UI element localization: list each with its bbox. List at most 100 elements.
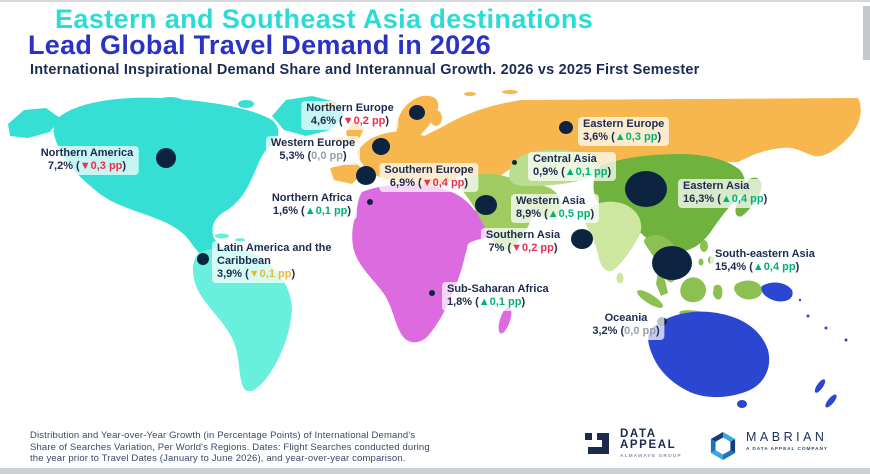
ui-artifact-right	[863, 6, 870, 60]
region-name: Latin America and the Caribbean	[217, 242, 332, 267]
region-stat-paren: )	[291, 268, 296, 280]
region-share: 1,8% (	[447, 296, 479, 308]
data-appeal-logo-sub: ALMAWAVE GROUP	[620, 454, 682, 459]
region-dot-south-eastern-asia	[652, 246, 692, 280]
mabrian-logo: MABRIAN A DATA APPEAL COMPANY	[708, 430, 828, 461]
region-change: ▲0,4 pp	[752, 261, 796, 273]
region-label-western-asia: Western Asia 8,9% (▲0,5 pp)	[511, 194, 600, 223]
region-label-oceania: Oceania 3,2% (0,0 pp)	[587, 311, 665, 340]
data-appeal-logo-icon	[585, 433, 609, 454]
footer-note: Distribution and Year-over-Year Growth (…	[30, 430, 430, 465]
region-stat: 0,9% (▲0,1 pp)	[533, 166, 611, 179]
footer-note-line: Distribution and Year-over-Year Growth (…	[30, 430, 416, 441]
region-label-southern-asia: Southern Asia 7% (▼0,2 pp)	[480, 228, 566, 257]
region-share: 1,6% (	[272, 205, 305, 217]
region-share: 6,9% (	[389, 177, 422, 189]
footer-note-line: Share of Searches Variation, Per World's…	[30, 441, 430, 453]
region-change: 0,0 pp	[624, 325, 656, 337]
region-name: Northern America	[40, 147, 134, 159]
region-change: ▲0,1 pp	[478, 296, 522, 308]
region-stat: 5,3% (0,0 pp)	[271, 150, 355, 163]
data-appeal-logo-line2: APPEAL	[620, 439, 677, 451]
region-stat-paren: )	[553, 242, 558, 254]
region-label-south-eastern-asia: South-eastern Asia 15,4% (▲0,4 pp)	[710, 247, 820, 276]
region-dot-western-asia	[475, 195, 497, 215]
region-label-western-europe: Western Europe 5,3% (0,0 pp)	[265, 136, 361, 165]
region-name: Central Asia	[533, 153, 597, 165]
region-stat-paren: )	[657, 131, 662, 143]
region-stat: 1,8% (▲0,1 pp)	[447, 296, 549, 309]
region-stat-paren: )	[763, 193, 768, 205]
region-change: ▼0,2 pp	[342, 115, 386, 127]
region-stat-paren: )	[347, 205, 352, 217]
region-stat: 16,3% (▲0,4 pp)	[683, 193, 767, 206]
region-dot-northern-africa	[367, 199, 373, 205]
region-stat-paren: )	[607, 166, 612, 178]
map-western-asia	[460, 173, 561, 251]
region-change: ▼0,1 pp	[248, 268, 292, 280]
region-change: ▲0,1 pp	[564, 166, 608, 178]
region-label-northern-america: Northern America 7,2% (▼0,3 pp)	[35, 146, 139, 175]
region-stat: 3,9% (▼0,1 pp)	[217, 268, 333, 281]
region-label-eastern-europe: Eastern Europe 3,6% (▲0,3 pp)	[578, 117, 670, 146]
region-stat-paren: )	[385, 115, 390, 127]
region-dot-southern-asia	[571, 229, 593, 249]
region-share: 8,9% (	[516, 208, 548, 220]
region-dot-western-europe	[372, 137, 390, 155]
region-label-eastern-asia: Eastern Asia 16,3% (▲0,4 pp)	[678, 179, 773, 208]
mabrian-logo-icon	[710, 432, 736, 460]
region-change: ▲0,4 pp	[720, 193, 764, 205]
region-stat: 6,9% (▼0,4 pp)	[384, 177, 473, 190]
region-share: 7,2% (	[47, 160, 80, 172]
region-dot-northern-europe	[409, 104, 425, 120]
region-name: Northern Africa	[271, 192, 353, 204]
region-dot-eastern-asia	[625, 171, 667, 207]
region-name: Eastern Asia	[683, 180, 750, 192]
mabrian-logo-name: MABRIAN	[746, 430, 828, 444]
region-label-northern-africa: Northern Africa 1,6% (▲0,1 pp)	[266, 191, 358, 220]
mabrian-logo-sub: A DATA APPEAL COMPANY	[746, 447, 828, 452]
page-subtitle: International Inspirational Demand Share…	[30, 62, 700, 78]
region-stat-paren: )	[590, 208, 595, 220]
region-change: ▼0,3 pp	[79, 160, 123, 172]
region-label-northern-europe: Northern Europe 4,6% (▼0,2 pp)	[301, 101, 399, 130]
region-name: Eastern Europe	[583, 118, 665, 130]
region-share: 3,2% (	[592, 325, 625, 337]
region-change: 0,0 pp	[311, 150, 343, 162]
region-stat-paren: )	[655, 325, 660, 337]
region-stat: 3,2% (0,0 pp)	[592, 325, 659, 338]
region-dot-southern-europe	[356, 165, 376, 185]
region-name: Northern Europe	[306, 102, 394, 114]
region-change: ▼0,4 pp	[421, 177, 465, 189]
region-share: 5,3% (	[279, 150, 312, 162]
region-stat: 15,4% (▲0,4 pp)	[715, 261, 815, 274]
region-change: ▲0,1 pp	[304, 205, 348, 217]
region-label-central-asia: Central Asia 0,9% (▲0,1 pp)	[528, 152, 617, 181]
region-stat-paren: )	[342, 150, 347, 162]
page-title-line2: Lead Global Travel Demand in 2026	[28, 30, 492, 60]
region-share: 7% (	[488, 242, 512, 254]
region-stat-paren: )	[521, 296, 526, 308]
map-europe-russia	[323, 90, 861, 204]
region-stat: 7,2% (▼0,3 pp)	[41, 160, 134, 173]
region-change: ▲0,5 pp	[547, 208, 591, 220]
region-share: 3,6% (	[583, 131, 615, 143]
footer-note-line: the year prior to Travel Dates (January …	[30, 453, 406, 464]
region-stat: 1,6% (▲0,1 pp)	[272, 205, 352, 218]
page-title-line1: Eastern and Southeast Asia destinations	[55, 4, 594, 34]
map-africa	[352, 184, 512, 343]
bottom-edge-bar	[0, 468, 870, 474]
region-share: 3,9% (	[217, 268, 249, 280]
region-share: 16,3% (	[683, 193, 721, 205]
region-stat-paren: )	[122, 160, 127, 172]
region-share: 0,9% (	[533, 166, 565, 178]
top-edge-bar	[0, 0, 870, 2]
region-name: Southern Europe	[384, 164, 474, 176]
region-dot-latin-america-and-the-caribbean	[197, 253, 209, 265]
region-dot-sub-saharan-africa	[429, 290, 435, 296]
region-name: Western Asia	[516, 195, 586, 207]
region-name: South-eastern Asia	[715, 248, 815, 260]
region-label-latin-america-and-the-caribbean: Latin America and the Caribbean 3,9% (▼0,…	[212, 241, 338, 283]
region-label-sub-saharan-africa: Sub-Saharan Africa 1,8% (▲0,1 pp)	[442, 282, 554, 311]
